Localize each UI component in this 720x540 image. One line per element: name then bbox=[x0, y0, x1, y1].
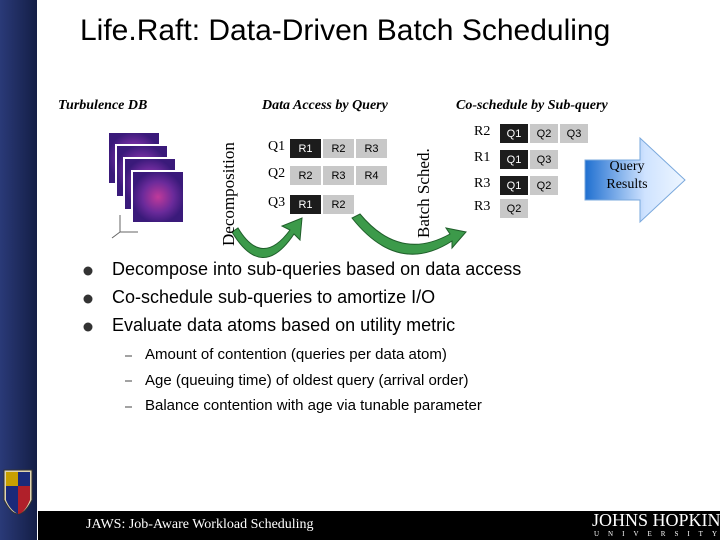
footer-bar bbox=[38, 511, 720, 540]
coschedule-title: Co-schedule by Sub-query bbox=[456, 98, 608, 113]
cell: Q3 bbox=[560, 124, 588, 143]
turbulence-images bbox=[107, 131, 185, 239]
bullet: Co-schedule sub-queries to amortize I/O bbox=[112, 287, 436, 307]
cell: R2 bbox=[323, 195, 354, 214]
row-label: R3 bbox=[474, 199, 491, 214]
slide-title: Life.Raft: Data-Driven Batch Scheduling bbox=[80, 14, 611, 47]
cell: Q1 bbox=[500, 150, 528, 169]
cell: R4 bbox=[356, 166, 387, 185]
cell: Q3 bbox=[530, 150, 558, 169]
source-label: Turbulence DB bbox=[58, 98, 148, 113]
bullet: Evaluate data atoms based on utility met… bbox=[112, 315, 456, 335]
cell: R3 bbox=[356, 139, 387, 158]
sub-bullet: Age (queuing time) of oldest query (arri… bbox=[145, 371, 469, 389]
cell: R1 bbox=[290, 139, 321, 158]
cell: Q2 bbox=[530, 124, 558, 143]
footer-logo: JOHNS HOPKINS bbox=[592, 510, 720, 530]
row-label: Q2 bbox=[268, 166, 286, 181]
cell: Q1 bbox=[500, 124, 528, 143]
row-label: Q1 bbox=[268, 139, 286, 154]
decomposition-label: Decomposition bbox=[219, 142, 238, 246]
sub-bullet: Balance contention with age via tunable … bbox=[145, 397, 482, 414]
results-arrow bbox=[584, 136, 686, 224]
sub-bullet-dashes bbox=[125, 355, 132, 408]
flow-arrows bbox=[231, 213, 467, 258]
cell: Q2 bbox=[500, 199, 528, 218]
row-label: R2 bbox=[474, 124, 491, 139]
cell: R2 bbox=[290, 166, 321, 185]
crest bbox=[3, 469, 33, 515]
cell: R1 bbox=[290, 195, 321, 214]
sub-bullet: Amount of contention (queries per data a… bbox=[145, 346, 447, 363]
bullet: Decompose into sub-queries based on data… bbox=[112, 259, 522, 279]
row-label: Q3 bbox=[268, 195, 286, 210]
footer-logo-sub: UNIVERSITY bbox=[594, 530, 720, 538]
cell: R3 bbox=[323, 166, 354, 185]
access-title: Data Access by Query bbox=[262, 98, 388, 113]
footer-text: JAWS: Job-Aware Workload Scheduling bbox=[86, 517, 314, 532]
bullet-dots bbox=[83, 266, 93, 332]
cell: Q2 bbox=[530, 176, 558, 195]
batch-label: Batch Sched. bbox=[414, 148, 433, 238]
cell: Q1 bbox=[500, 176, 528, 195]
row-label: R3 bbox=[474, 176, 491, 191]
output-label: Query Results bbox=[606, 159, 648, 192]
row-label: R1 bbox=[474, 150, 491, 165]
cell: R2 bbox=[323, 139, 354, 158]
side-strip bbox=[0, 0, 37, 540]
